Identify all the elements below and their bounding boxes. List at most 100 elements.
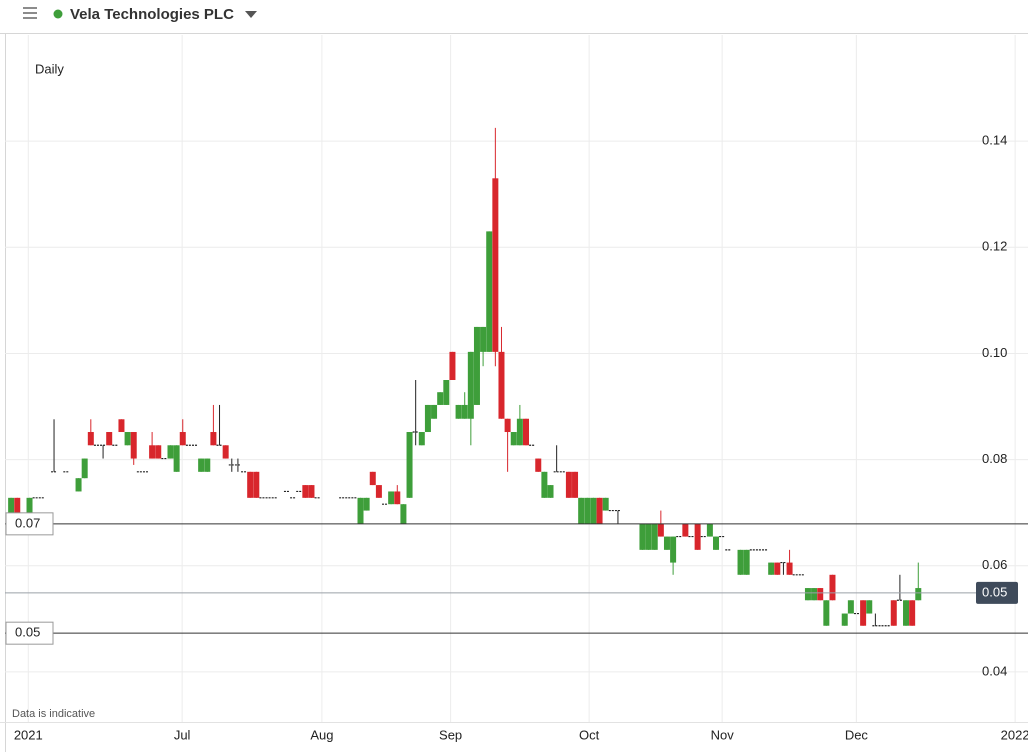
candle-body	[774, 562, 781, 575]
candle-body	[584, 497, 591, 524]
candle-body	[694, 523, 701, 550]
candle-body	[804, 588, 811, 601]
candle-body	[915, 588, 922, 601]
candle-body	[651, 523, 658, 550]
candle-body	[829, 574, 836, 601]
candle-body	[670, 536, 677, 563]
last-price-box	[976, 581, 1018, 604]
candle-body	[713, 536, 720, 550]
y-tick-label: 0.04	[982, 663, 1007, 678]
price-line-label: 0.07	[15, 515, 40, 530]
candle-body	[823, 600, 830, 626]
candle-body	[204, 458, 211, 472]
x-tick-label: Sep	[439, 727, 462, 742]
candle-body	[706, 523, 713, 537]
candle-body	[375, 485, 382, 498]
y-tick-label: 0.06	[982, 557, 1007, 572]
candle-body	[400, 504, 407, 524]
candle-body	[682, 523, 689, 537]
candle-body	[890, 600, 897, 626]
candle-body	[87, 432, 94, 446]
status-dot	[53, 9, 63, 19]
candle-body	[363, 497, 370, 511]
candle-body	[480, 326, 487, 352]
candle-body	[26, 497, 33, 513]
candle-body	[841, 613, 848, 626]
candle-body	[106, 432, 113, 446]
price-line-label-box	[5, 621, 54, 645]
price-line-label-box	[5, 512, 54, 536]
x-axis: 2021 Jul Aug Sep Oct Nov Dec 2022	[14, 727, 1028, 742]
x-tick-label: Nov	[711, 727, 735, 742]
candle-body	[817, 588, 824, 601]
candle-body	[357, 497, 364, 524]
candle-body	[75, 478, 82, 492]
candle-body	[860, 600, 867, 626]
candle-body	[167, 445, 174, 459]
interval-label: Daily	[35, 61, 64, 76]
candle-body	[572, 471, 579, 498]
candle-body	[431, 404, 438, 419]
candle-body	[179, 432, 186, 446]
candle-body	[198, 458, 205, 472]
header-bar	[0, 0, 1028, 33]
candle-body	[602, 497, 609, 511]
candle-body	[467, 351, 474, 419]
candle-body	[130, 432, 137, 459]
candle-body	[406, 432, 413, 498]
candle-body	[590, 497, 597, 524]
dropdown-arrow[interactable]	[245, 11, 257, 18]
menu-button[interactable]	[23, 7, 37, 19]
candle-body	[645, 523, 652, 550]
candle-body	[210, 432, 217, 446]
candle-body	[498, 351, 505, 419]
candle-body	[565, 471, 572, 498]
overlay: 0.04 0.06 0.08 0.10 0.12 0.14 0.07 0.05 0.05	[5, 133, 1028, 678]
candles	[8, 127, 922, 627]
candle-body	[81, 458, 88, 479]
candle-body	[222, 445, 229, 459]
candle-body	[302, 485, 309, 498]
candle-body	[455, 404, 462, 419]
candle-body	[418, 432, 425, 446]
candle-body	[504, 418, 511, 433]
x-tick-label: 2021	[14, 727, 43, 742]
candle-body	[437, 392, 444, 405]
candle-body	[768, 562, 775, 575]
candle-body	[903, 600, 910, 626]
candle-body	[743, 549, 750, 575]
candle-body	[866, 600, 873, 614]
candle-body	[461, 404, 468, 419]
y-tick-label: 0.12	[982, 239, 1007, 254]
x-tick-label: Dec	[845, 727, 869, 742]
candle-body	[473, 326, 480, 405]
candle-body	[516, 418, 523, 446]
candle-body	[909, 600, 916, 626]
x-tick-label: 2022	[1001, 727, 1028, 742]
candle-body	[486, 231, 493, 352]
candle-body	[308, 485, 315, 498]
candle-body	[149, 445, 156, 459]
candle-body	[847, 600, 854, 614]
candle-body	[547, 485, 554, 498]
last-price-label: 0.05	[982, 584, 1007, 599]
candle-body	[663, 536, 670, 550]
candle-body	[578, 497, 585, 524]
candle-body	[8, 497, 15, 513]
instrument-title[interactable]: Vela Technologies PLC	[70, 6, 234, 23]
candle-body	[394, 491, 401, 505]
y-tick-label: 0.14	[982, 133, 1007, 148]
candle-body	[118, 419, 125, 433]
candle-body	[14, 497, 21, 513]
candle-body	[786, 562, 793, 575]
candle-body	[657, 523, 664, 537]
disclaimer: Data is indicative	[12, 708, 95, 720]
candle-body	[541, 471, 548, 498]
candle-body	[510, 432, 517, 446]
candle-body	[155, 445, 162, 459]
y-tick-label: 0.08	[982, 451, 1007, 466]
x-tick-label: Oct	[579, 727, 600, 742]
x-tick-label: Jul	[174, 727, 191, 742]
